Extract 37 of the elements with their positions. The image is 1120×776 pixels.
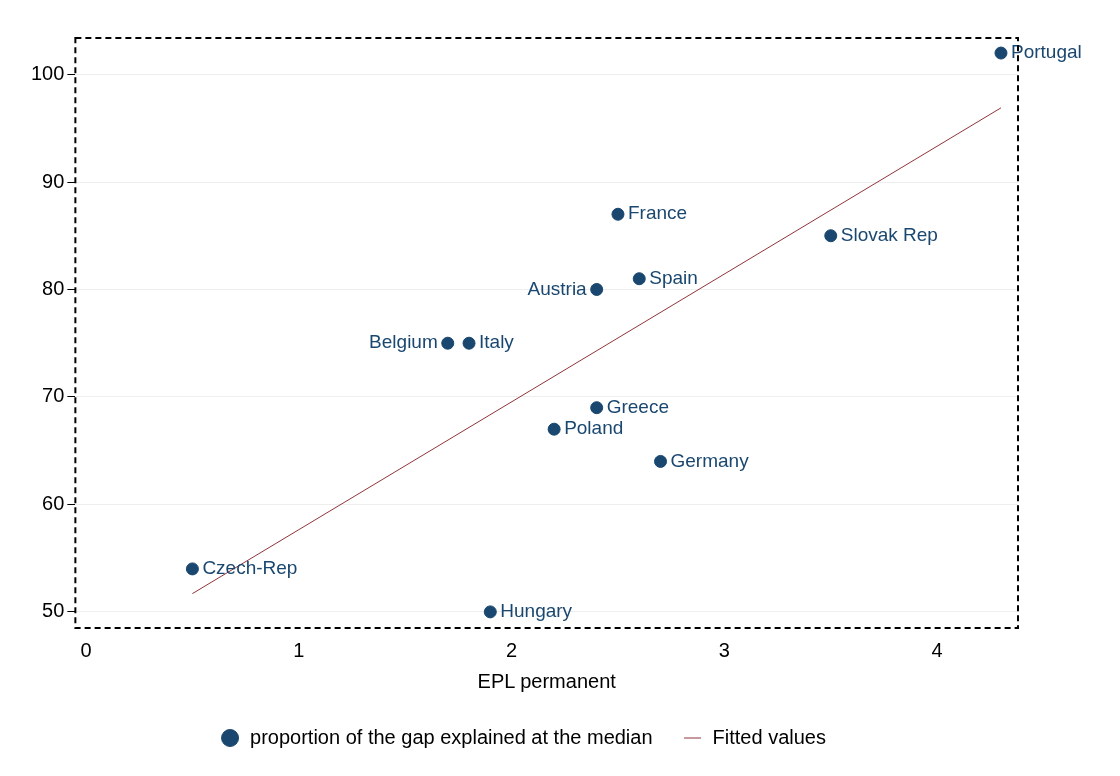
annotation: Austria xyxy=(527,277,588,299)
point xyxy=(441,336,455,350)
x-tick-label: 0 xyxy=(80,638,92,661)
x-tick-label: 1 xyxy=(293,638,305,661)
annotation: Poland xyxy=(564,417,624,439)
annotation: Slovak Rep xyxy=(840,223,938,245)
y-tick-label: 100 xyxy=(30,62,65,85)
point xyxy=(654,454,668,468)
x-tick-label: 2 xyxy=(506,638,518,661)
point xyxy=(632,272,646,286)
y-tick-label: 70 xyxy=(42,384,65,407)
y-tick-label: 50 xyxy=(42,599,65,622)
legend-label: proportion of the gap explained at the median xyxy=(250,725,653,748)
point xyxy=(590,282,604,296)
point xyxy=(185,562,199,576)
annotation: Germany xyxy=(670,449,750,471)
y-tick-label: 60 xyxy=(42,491,65,514)
point xyxy=(547,422,561,436)
legend-label: Fitted values xyxy=(712,725,826,748)
x-tick-label: 3 xyxy=(718,638,730,661)
annotation: Hungary xyxy=(500,600,573,622)
point xyxy=(590,401,604,415)
y-tick-label: 90 xyxy=(42,169,65,192)
annotation: Italy xyxy=(479,331,515,353)
x-axis-title: EPL permanent xyxy=(477,669,617,692)
point xyxy=(462,336,476,350)
point xyxy=(611,207,625,221)
y-tick-label: 80 xyxy=(42,276,65,299)
annotation: Belgium xyxy=(369,331,438,353)
x-tick-label: 4 xyxy=(931,638,943,661)
annotation: Spain xyxy=(649,266,698,288)
annotation: France xyxy=(627,202,688,224)
point xyxy=(994,46,1008,60)
point xyxy=(483,605,497,619)
point xyxy=(824,229,838,243)
annotation: Greece xyxy=(606,395,669,417)
annotation: Portugal xyxy=(1010,41,1082,63)
